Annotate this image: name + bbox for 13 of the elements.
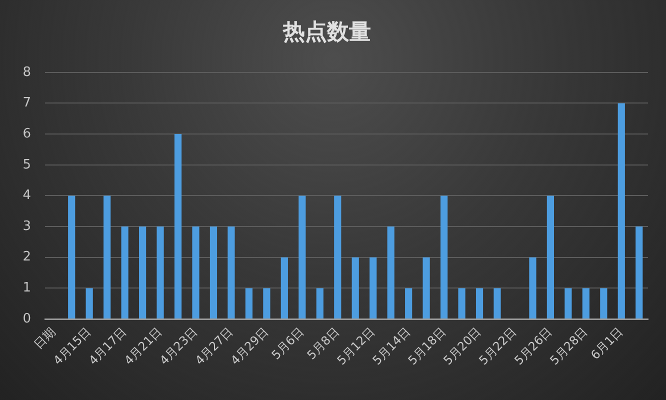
- x-tick-label: 5月6日: [268, 324, 306, 362]
- y-tick-label: 6: [22, 126, 31, 142]
- y-tick-label: 3: [22, 218, 31, 234]
- x-tick-label: 6月1日: [588, 324, 626, 362]
- y-tick-label: 8: [22, 64, 31, 80]
- y-tick-label: 7: [22, 96, 31, 111]
- y-tick-label: 1: [22, 280, 31, 296]
- y-tick-label: 4: [22, 188, 31, 204]
- chart-title: 热点数量: [282, 20, 371, 45]
- x-tick-label: 日期: [31, 324, 58, 352]
- y-tick-label: 2: [22, 250, 31, 265]
- y-tick-label: 5: [22, 157, 31, 172]
- y-tick-label: 0: [22, 311, 31, 326]
